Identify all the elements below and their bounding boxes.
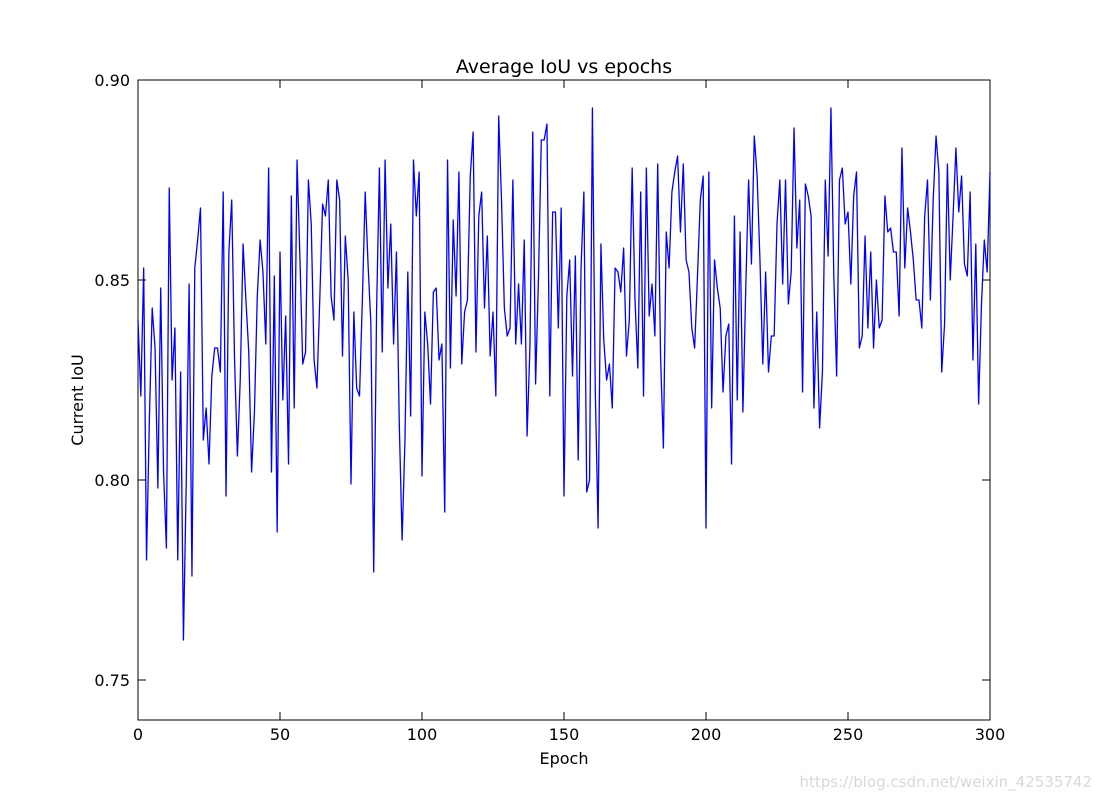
x-tick-label: 50 [270, 725, 290, 744]
y-tick-label: 0.85 [94, 271, 130, 290]
x-axis: 0 50 100 150 200 250 300 [133, 80, 1005, 744]
series-line [137, 107, 991, 641]
y-tick-label: 0.75 [94, 671, 130, 690]
x-tick-label: 300 [975, 725, 1006, 744]
x-tick-label: 0 [133, 725, 143, 744]
x-axis-label: Epoch [540, 749, 589, 768]
plot-frame [137, 79, 991, 721]
watermark-text: https://blog.csdn.net/weixin_42535742 [799, 773, 1092, 792]
x-tick-label: 200 [691, 725, 722, 744]
x-tick-label: 150 [549, 725, 580, 744]
y-tick-label: 0.90 [94, 71, 130, 90]
y-tick-label: 0.80 [94, 471, 130, 490]
x-tick-label: 100 [407, 725, 438, 744]
y-axis: 0.75 0.80 0.85 0.90 [94, 71, 990, 690]
plot-area [137, 79, 991, 721]
chart-title: Average IoU vs epochs [456, 56, 672, 78]
x-tick-label: 250 [833, 725, 864, 744]
y-axis-label: Current IoU [68, 354, 87, 445]
